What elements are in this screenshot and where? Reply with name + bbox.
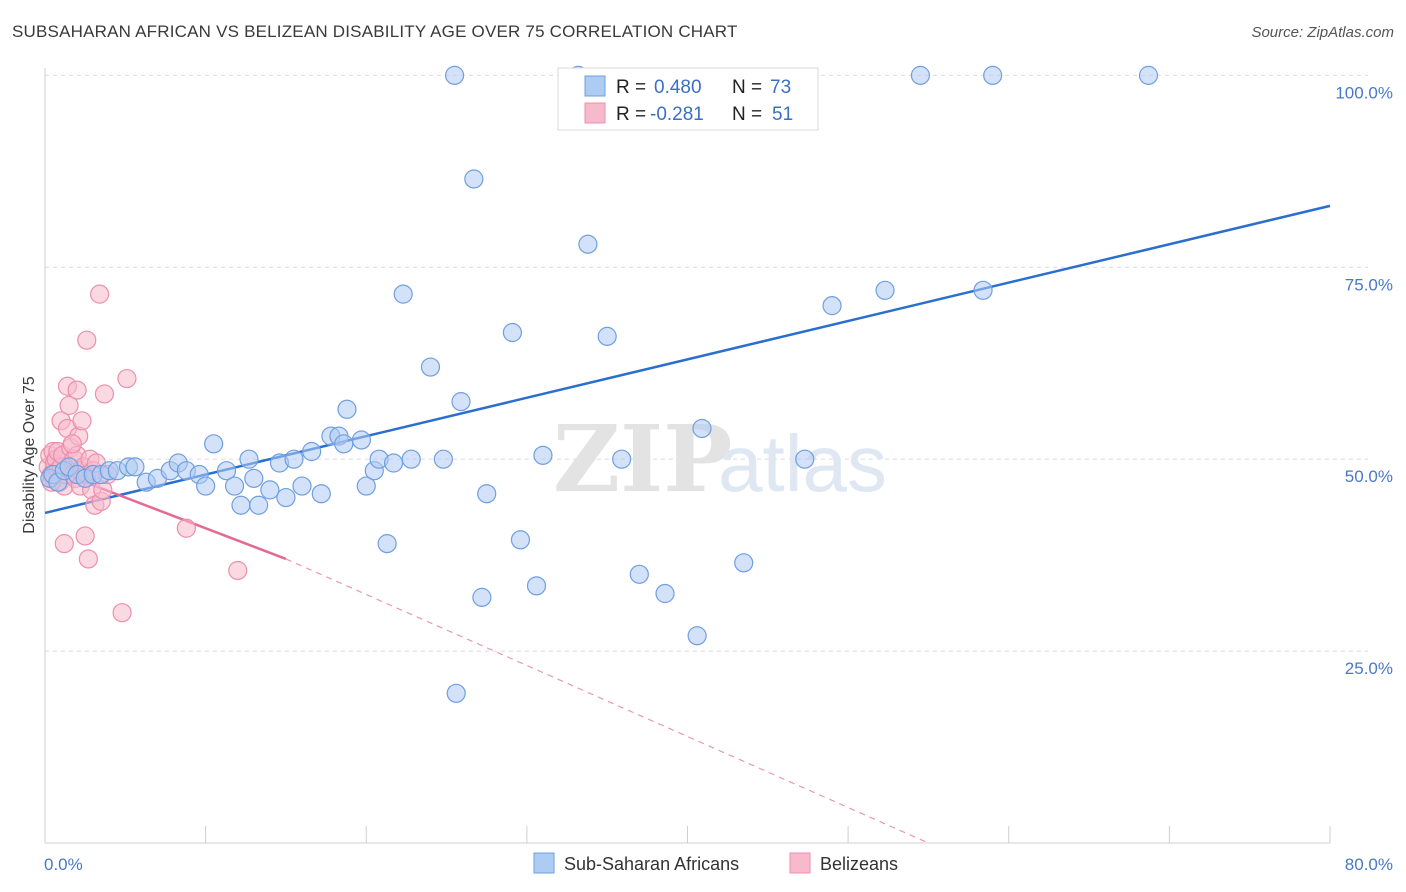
y-axis-label: Disability Age Over 75 <box>21 376 38 534</box>
point-subsaharan-46 <box>420 357 441 377</box>
point-subsaharan-71 <box>973 280 993 300</box>
point-subsaharan-52 <box>477 484 497 504</box>
point-subsaharan-51 <box>472 587 492 607</box>
source-label: Source: ZipAtlas.com <box>1251 24 1394 41</box>
point-belizeans-25 <box>67 380 87 400</box>
legend-n-label-2: N = <box>732 104 762 125</box>
y-tick-label-0: 25.0% <box>1345 659 1393 678</box>
point-belizeans-34 <box>78 549 98 569</box>
point-subsaharan-73 <box>464 169 484 189</box>
point-subsaharan-38 <box>351 430 372 450</box>
x-tick-label-1: 80.0% <box>1345 855 1393 874</box>
point-subsaharan-30 <box>284 449 304 469</box>
point-subsaharan-26 <box>249 495 269 515</box>
point-subsaharan-55 <box>526 576 547 596</box>
point-belizeans-47 <box>176 518 196 538</box>
point-belizeans-33 <box>77 330 97 350</box>
y-tick-labels: 25.0% 50.0% 75.0% 100.0% <box>1335 83 1393 678</box>
points-subsaharan <box>40 65 1159 703</box>
point-subsaharan-20 <box>204 434 224 454</box>
point-subsaharan-61 <box>629 564 649 584</box>
point-subsaharan-58 <box>578 234 598 254</box>
point-subsaharan-24 <box>239 449 259 469</box>
point-subsaharan-32 <box>302 441 322 462</box>
series-legend-label-2: Belizeans <box>820 854 898 874</box>
point-subsaharan-47 <box>433 449 453 469</box>
point-subsaharan-25 <box>244 468 264 488</box>
x-tick-labels: 0.0% 80.0% <box>44 855 1393 874</box>
point-subsaharan-39 <box>356 476 376 496</box>
point-subsaharan-23 <box>231 495 251 515</box>
y-tick-label-3: 100.0% <box>1335 83 1393 102</box>
point-subsaharan-66 <box>795 449 815 469</box>
point-subsaharan-59 <box>597 326 617 346</box>
point-subsaharan-48 <box>444 65 465 85</box>
point-subsaharan-62 <box>655 583 675 604</box>
point-subsaharan-21 <box>216 461 237 481</box>
point-belizeans-45 <box>112 603 132 623</box>
point-subsaharan-70 <box>983 65 1003 85</box>
point-belizeans-43 <box>94 384 115 404</box>
series-legend-swatch-blue <box>533 852 555 874</box>
point-subsaharan-63 <box>687 626 707 646</box>
point-subsaharan-42 <box>377 534 397 554</box>
legend-n-value-1: 73 <box>770 77 791 98</box>
point-subsaharan-54 <box>510 530 531 550</box>
y-tick-label-1: 50.0% <box>1345 467 1393 486</box>
legend-r-label-2: R = <box>616 104 646 125</box>
point-subsaharan-64 <box>692 418 712 439</box>
point-belizeans-14 <box>54 534 74 554</box>
point-subsaharan-31 <box>292 476 312 496</box>
legend-r-label-1: R = <box>616 77 646 98</box>
point-belizeans-46 <box>117 368 137 389</box>
point-subsaharan-45 <box>401 449 421 469</box>
point-subsaharan-19 <box>196 476 216 496</box>
point-belizeans-29 <box>72 411 92 431</box>
y-tick-label-2: 75.0% <box>1345 275 1393 294</box>
point-belizeans-40 <box>90 284 110 304</box>
point-subsaharan-72 <box>1138 65 1159 85</box>
point-subsaharan-12 <box>125 457 145 477</box>
trend-line-belizeans-extension <box>285 558 929 844</box>
x-tick-label-0: 0.0% <box>44 855 83 874</box>
point-subsaharan-53 <box>502 322 523 343</box>
series-legend-label-1: Sub-Saharan Africans <box>564 854 739 874</box>
point-belizeans-19 <box>59 395 79 416</box>
trend-line-subsaharan <box>44 204 1331 515</box>
point-subsaharan-49 <box>446 683 466 703</box>
trend-lines <box>44 204 1331 844</box>
legend-r-value-1: 0.480 <box>654 77 702 98</box>
legend-swatch-blue <box>584 75 606 97</box>
point-subsaharan-22 <box>224 476 245 496</box>
point-subsaharan-60 <box>612 449 632 469</box>
series-legend: Sub-Saharan Africans Belizeans <box>533 852 898 874</box>
points-belizeans <box>38 284 248 623</box>
legend-n-value-2: 51 <box>772 104 793 125</box>
point-subsaharan-56 <box>533 445 553 465</box>
point-subsaharan-36 <box>334 434 354 454</box>
watermark: ZIP atlas <box>553 405 887 513</box>
stats-legend: R = 0.480 N = 73 R = -0.281 N = 51 <box>557 67 819 131</box>
point-belizeans-31 <box>75 526 95 546</box>
point-subsaharan-65 <box>734 553 754 573</box>
point-subsaharan-37 <box>337 399 357 419</box>
point-subsaharan-44 <box>393 284 413 304</box>
point-subsaharan-27 <box>260 480 280 500</box>
point-belizeans-48 <box>228 560 248 581</box>
legend-r-value-2: -0.281 <box>650 104 704 125</box>
point-subsaharan-43 <box>383 453 404 473</box>
legend-swatch-pink <box>584 102 606 124</box>
chart-title: SUBSAHARAN AFRICAN VS BELIZEAN DISABILIT… <box>12 22 738 41</box>
point-subsaharan-29 <box>276 487 296 508</box>
point-belizeans-49 <box>62 434 82 454</box>
point-subsaharan-33 <box>311 484 331 504</box>
point-subsaharan-69 <box>875 280 895 300</box>
point-subsaharan-67 <box>822 296 842 316</box>
point-subsaharan-68 <box>910 65 931 85</box>
series-legend-swatch-pink <box>789 852 811 874</box>
legend-n-label-1: N = <box>732 77 762 98</box>
point-subsaharan-50 <box>451 392 471 412</box>
